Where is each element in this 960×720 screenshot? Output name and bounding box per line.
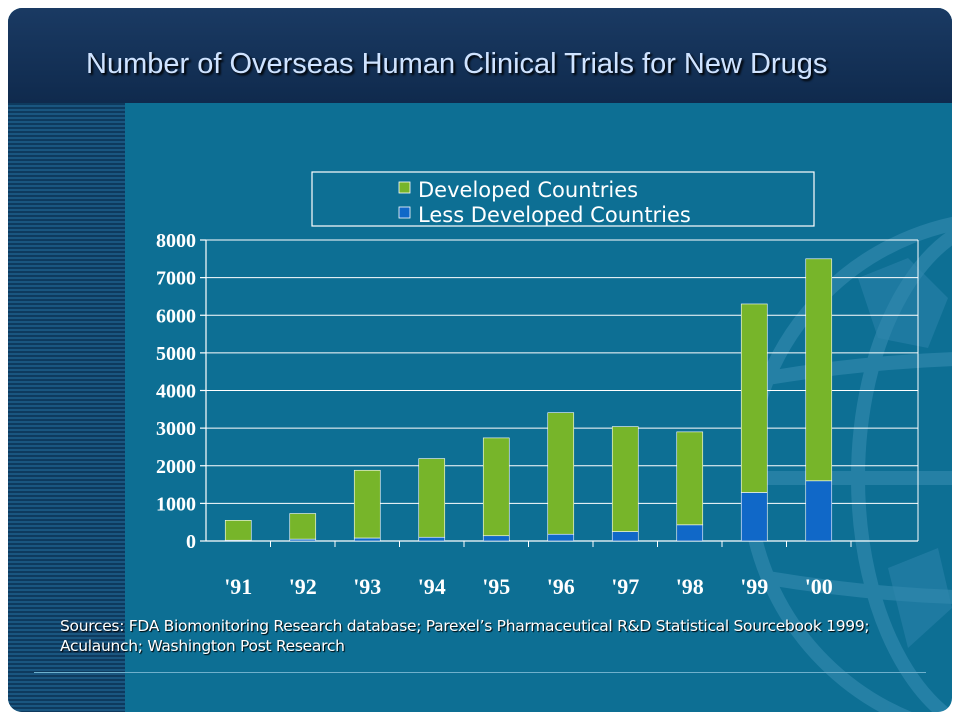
bar-less-developed-5 (547, 533, 575, 542)
bar-developed-4 (482, 437, 510, 537)
slide-title: Number of Overseas Human Clinical Trials… (86, 48, 828, 80)
legend-swatch-developed (398, 181, 411, 194)
bar-developed-5 (547, 412, 575, 535)
bar-developed-0 (224, 520, 252, 541)
legend-box (311, 171, 815, 227)
gridlines (206, 239, 918, 504)
legend-label-less-developed: Less Developed Countries (418, 203, 691, 227)
x-tick-label: '92 (289, 574, 317, 599)
bar-less-developed-4 (482, 535, 510, 542)
y-tick-label: 7000 (156, 268, 196, 290)
y-tick-label: 5000 (156, 343, 196, 365)
bar-developed-7 (676, 431, 704, 526)
y-tick-label: 0 (186, 531, 196, 553)
bar-less-developed-6 (611, 531, 639, 542)
bottom-rule (34, 672, 926, 673)
x-tick-label: '99 (740, 574, 768, 599)
bar-developed-6 (611, 426, 639, 532)
x-tick-label: '91 (224, 574, 252, 599)
bar-less-developed-3 (418, 536, 446, 542)
x-tick-label: '96 (547, 574, 575, 599)
bar-less-developed-8 (740, 492, 768, 542)
y-tick-label: 1000 (156, 493, 196, 515)
left-stripe (8, 103, 125, 712)
x-tick-label: '98 (676, 574, 704, 599)
bars (224, 258, 833, 542)
bar-developed-3 (418, 458, 446, 538)
slide: Number of Overseas Human Clinical Trials… (8, 8, 952, 712)
legend-label-developed: Developed Countries (418, 178, 638, 202)
x-axis-ticks: '91 '92 '93 '94 '95 '96 '97 '98 '99 '00 (224, 541, 852, 599)
y-tick-label: 8000 (156, 230, 196, 252)
bar-less-developed-9 (805, 480, 833, 542)
plot-area: 0 1000 2000 3000 4000 5000 6000 7000 8000 '91 '92… (156, 230, 919, 599)
header-band (8, 8, 952, 103)
bar-developed-9 (805, 258, 833, 482)
x-tick-label: '97 (611, 574, 639, 599)
y-tick-label: 4000 (156, 381, 196, 403)
bar-developed-1 (289, 513, 317, 540)
x-tick-label: '00 (805, 574, 833, 599)
y-tick-label: 2000 (156, 456, 196, 478)
chart-legend: Developed Countries Less Developed Count… (311, 171, 815, 227)
y-tick-label: 6000 (156, 305, 196, 327)
sources-note: Sources: FDA Biomonitoring Research data… (60, 617, 870, 655)
bar-developed-8 (740, 303, 768, 493)
x-tick-label: '94 (418, 574, 446, 599)
bar-less-developed-2 (353, 537, 381, 542)
bar-less-developed-7 (676, 524, 704, 542)
bar-developed-2 (353, 469, 381, 539)
legend-swatch-less-developed (398, 206, 411, 219)
x-tick-label: '93 (353, 574, 381, 599)
x-tick-label: '95 (482, 574, 510, 599)
stacked-bar-chart: Developed Countries Less Developed Count… (156, 171, 919, 599)
y-axis-ticks: 0 1000 2000 3000 4000 5000 6000 7000 8000 (156, 230, 206, 553)
y-tick-label: 3000 (156, 418, 196, 440)
